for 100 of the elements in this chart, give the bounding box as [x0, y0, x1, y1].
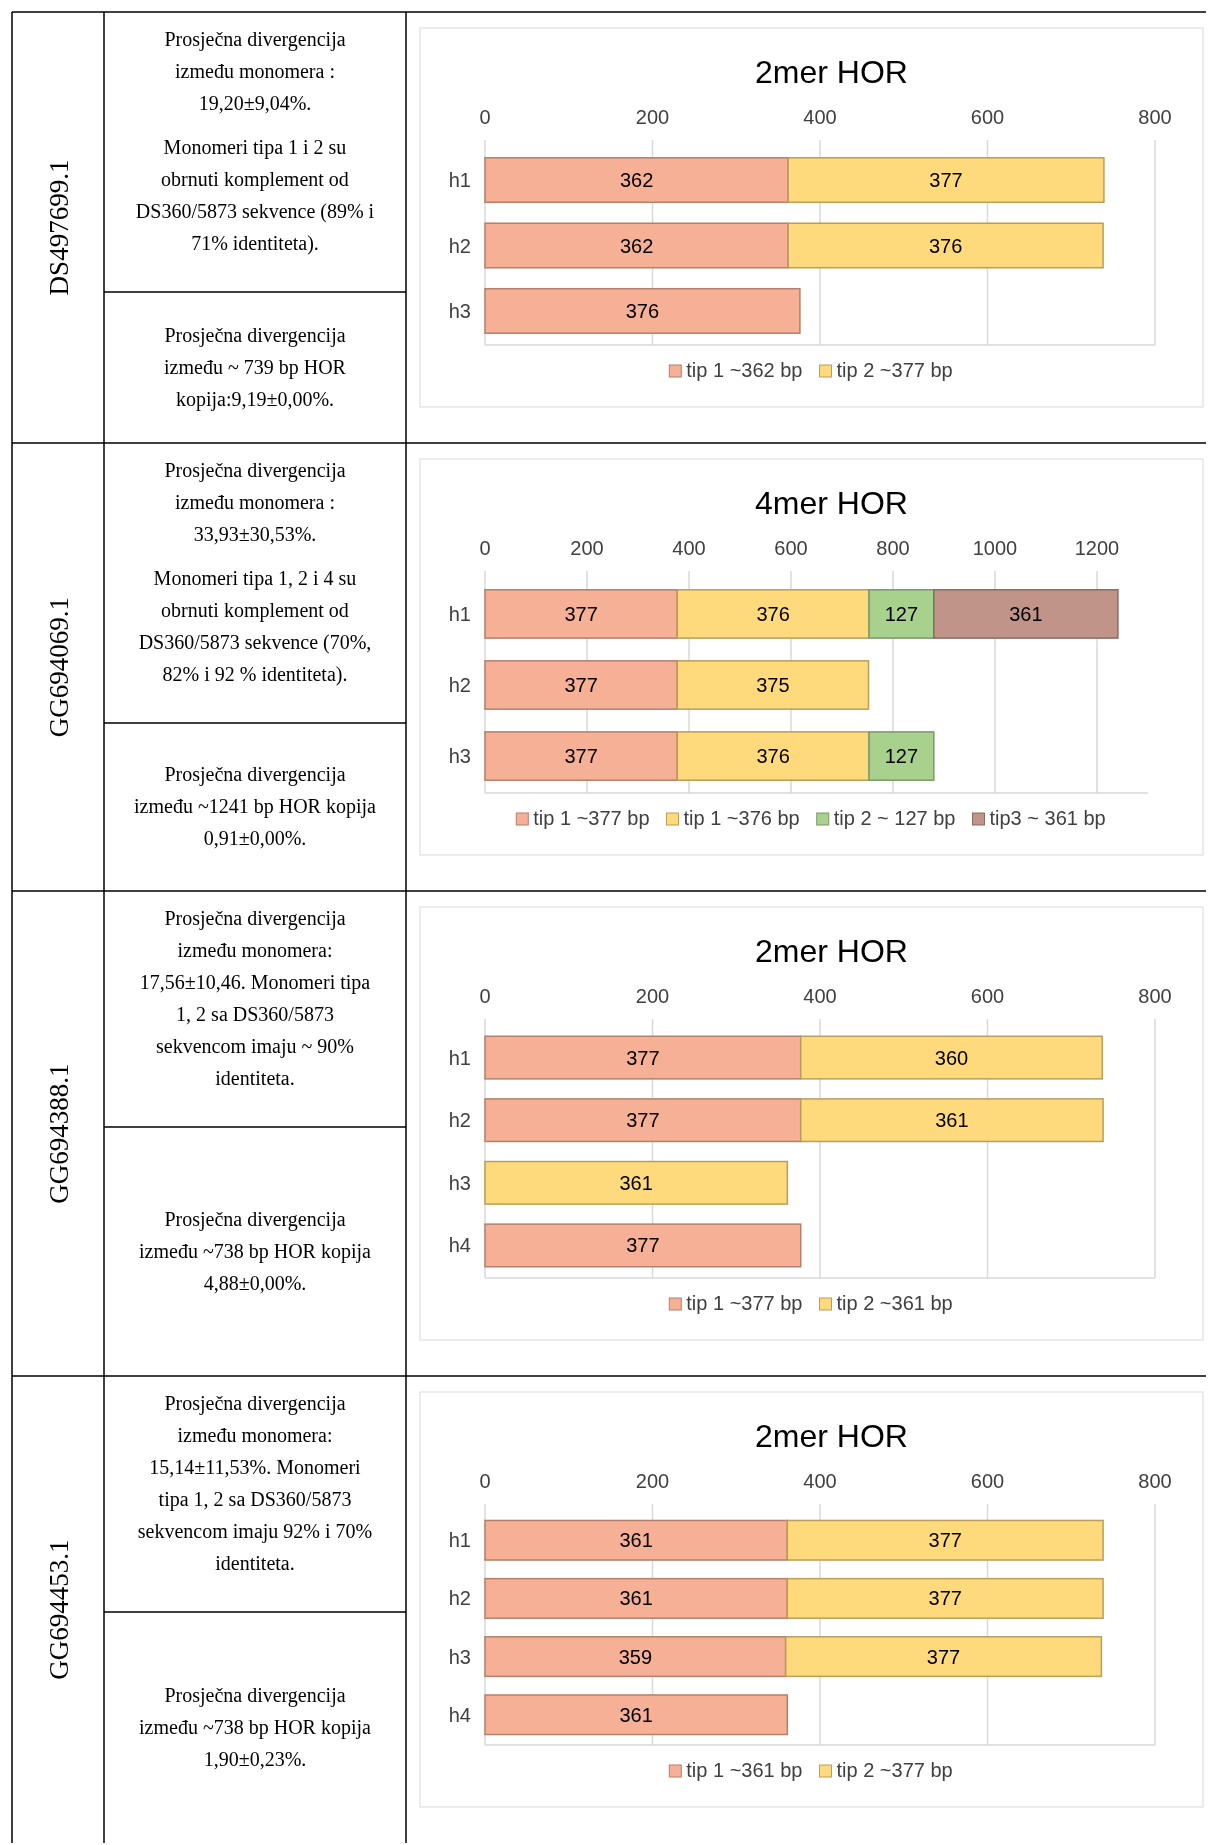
x-tick-label: 1200: [1074, 537, 1120, 559]
legend-label: tip 1 ~377 bp: [533, 807, 650, 829]
chart-title: 2mer HOR: [755, 933, 908, 969]
text: Prosječna divergencija između monomera : 19,20±9,04%.: [164, 28, 346, 114]
data-label: 377: [626, 1234, 660, 1257]
x-tick-label: 800: [1138, 106, 1172, 128]
data-label: 127: [884, 745, 919, 768]
text: Prosječna divergencija između ~738 bp HOR kopija 4,88±0,00%.: [139, 1207, 372, 1294]
bar: [784, 1636, 1103, 1678]
data-label: 375: [756, 674, 790, 696]
y-tick-label: h1: [448, 1046, 471, 1069]
data-label: 377: [626, 1109, 660, 1132]
text: Prosječna divergencija između ~738 bp HOR kopija 1,90±0,23%.: [139, 1683, 372, 1770]
bar: [787, 157, 1105, 204]
x-tick-label: 400: [672, 537, 706, 559]
y-tick-label: h4: [448, 1234, 471, 1257]
x-tick-label: 800: [876, 537, 910, 559]
data-label: 377: [626, 1046, 660, 1069]
y-tick-label: h3: [448, 1645, 471, 1668]
data-label: 376: [625, 299, 660, 322]
legend-label: tip 1 ~377 bp: [686, 1292, 803, 1314]
data-label: 359: [618, 1645, 653, 1668]
bar: [787, 222, 1104, 269]
x-tick-label: 0: [479, 106, 491, 128]
bar: [484, 1519, 789, 1561]
text: Prosječna divergencija između monomera: 15,14±11,53%. Monomeri tipa 1, 2 sa DS360/5873 sekvencom imaju 92% i 70% identiteta.: [137, 1392, 373, 1574]
y-tick-label: h2: [448, 674, 471, 696]
bar: [799, 1035, 1103, 1080]
data-label: 377: [929, 169, 963, 192]
data-label: 362: [619, 234, 654, 257]
bar: [786, 1519, 1104, 1561]
bar: [933, 589, 1119, 639]
text: GG694453.1: [44, 1539, 74, 1680]
text: GG694069.1: [44, 596, 74, 738]
bar: [484, 1035, 802, 1080]
y-tick-label: h1: [448, 602, 471, 625]
bar: [484, 287, 801, 334]
legend-label: tip3 ~ 361 bp: [989, 807, 1106, 829]
bar: [868, 731, 935, 781]
text: DS497699.1: [44, 159, 74, 296]
data-label: 360: [934, 1046, 969, 1069]
legend-label: tip 1 ~376 bp: [683, 807, 800, 829]
data-label: 377: [564, 674, 598, 696]
bar: [484, 1098, 802, 1143]
x-tick-label: 0: [479, 985, 491, 1007]
data-label: 377: [564, 745, 598, 768]
x-tick-label: 200: [570, 537, 604, 559]
data-label: 377: [926, 1645, 961, 1668]
x-tick-label: 400: [803, 1470, 837, 1492]
bar: [484, 1577, 789, 1619]
data-label: 377: [928, 1529, 962, 1552]
legend-label: tip 1 ~362 bp: [686, 359, 803, 381]
bar: [484, 589, 679, 639]
bar: [484, 731, 679, 781]
data-label: 361: [619, 1171, 653, 1194]
bar: [484, 1223, 802, 1268]
y-tick-label: h3: [448, 1171, 471, 1194]
chart-title: 2mer HOR: [755, 1418, 908, 1454]
bar: [868, 589, 935, 639]
x-tick-label: 600: [970, 985, 1005, 1007]
text: GG694388.1: [44, 1063, 74, 1204]
data-label: 361: [935, 1109, 969, 1132]
y-tick-label: h2: [448, 234, 471, 257]
x-tick-label: 1000: [972, 537, 1018, 559]
text: Prosječna divergencija između ~1241 bp HOR kopija 0,91±0,00%.: [134, 763, 377, 849]
y-tick-label: h1: [448, 169, 471, 192]
x-tick-label: 400: [803, 985, 837, 1007]
bar: [484, 660, 679, 710]
text: Prosječna divergencija između monomera: 17,56±10,46. Monomeri tipa 1, 2 sa DS360/5873 sekvencom imaju ~ 90% identiteta.: [139, 907, 371, 1089]
data-label: 127: [884, 602, 919, 625]
bar: [484, 1694, 789, 1736]
text: Monomeri tipa 1, 2 i 4 su obrnuti komplement od DS360/5873 sekvence (70%, 82% i 92 % identiteta).: [138, 567, 372, 686]
bar: [676, 731, 870, 781]
x-tick-label: 600: [774, 537, 808, 559]
data-label: 376: [756, 602, 790, 625]
bar: [484, 1636, 787, 1678]
y-tick-label: h3: [448, 299, 471, 322]
x-tick-label: 800: [1138, 1470, 1172, 1492]
chart-title: 2mer HOR: [755, 54, 908, 90]
bar: [786, 1577, 1104, 1619]
y-tick-label: h3: [448, 745, 471, 768]
x-tick-label: 0: [479, 537, 491, 559]
data-label: 376: [756, 745, 790, 768]
bar: [484, 222, 789, 269]
data-label: 376: [928, 234, 963, 257]
x-tick-label: 600: [970, 106, 1005, 128]
chart-title: 4mer HOR: [755, 485, 908, 521]
text: Prosječna divergencija između monomera : 33,93±30,53%.: [164, 459, 346, 545]
data-label: 361: [1009, 602, 1043, 625]
x-tick-label: 600: [970, 1470, 1005, 1492]
text: Prosječna divergencija između ~ 739 bp HOR kopija:9,19±0,00%.: [164, 323, 347, 411]
legend-label: tip 2 ~ 127 bp: [833, 807, 956, 829]
data-label: 361: [619, 1587, 653, 1610]
x-tick-label: 0: [479, 1470, 491, 1492]
y-tick-label: h2: [448, 1109, 471, 1132]
legend-label: tip 2 ~377 bp: [836, 359, 953, 381]
x-tick-label: 800: [1138, 985, 1172, 1007]
legend-label: tip 2 ~361 bp: [836, 1292, 953, 1314]
legend-label: tip 1 ~361 bp: [686, 1759, 803, 1781]
bar: [484, 1160, 789, 1205]
